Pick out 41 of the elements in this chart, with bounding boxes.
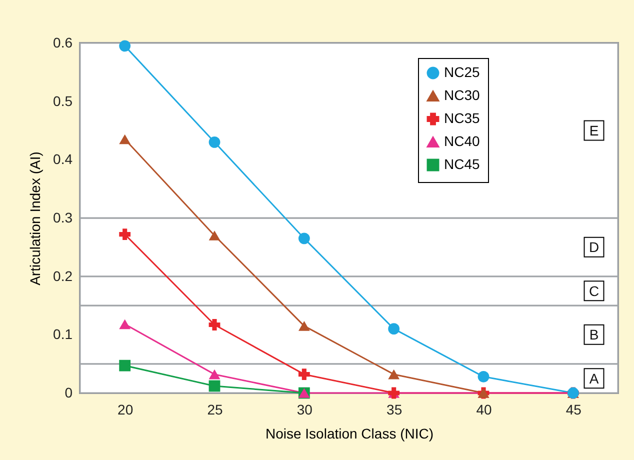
point — [119, 319, 131, 330]
point — [478, 370, 490, 382]
point — [208, 319, 220, 330]
x-tick-label: 40 — [476, 402, 492, 418]
legend-label: NC25 — [444, 64, 480, 80]
point — [119, 134, 131, 144]
point — [208, 380, 220, 392]
y-tick-label: 0.4 — [53, 151, 73, 168]
point — [388, 323, 400, 335]
band-label: C — [588, 282, 600, 299]
y-tick-label: 0.2 — [53, 268, 73, 284]
y-axis-title: Articulation Index (AI) — [27, 152, 44, 286]
point — [388, 369, 400, 380]
band-label: D — [588, 239, 600, 256]
y-tick-label: 0.3 — [53, 210, 73, 226]
x-tick-label: 25 — [207, 402, 223, 418]
legend-label: NC40 — [444, 133, 480, 149]
point — [298, 368, 310, 380]
point — [298, 320, 310, 331]
point — [208, 136, 220, 148]
point — [208, 230, 220, 240]
x-tick-label: 30 — [296, 402, 313, 418]
band-label: A — [589, 370, 600, 386]
point — [208, 369, 220, 380]
y-tick-label: 0 — [64, 384, 73, 400]
y-tick-label: 0.1 — [53, 326, 73, 342]
band-label: E — [589, 122, 599, 138]
legend-label: NC35 — [444, 110, 480, 126]
x-tick-label: 45 — [566, 402, 582, 418]
y-tick-label: 0.5 — [53, 92, 73, 109]
y-tick-label: 0.6 — [53, 34, 73, 50]
x-tick-label: 35 — [386, 402, 402, 418]
x-axis-title: Noise Isolation Class (NIC) — [265, 426, 434, 442]
legend-label: NC30 — [444, 87, 480, 103]
point — [119, 228, 131, 240]
point — [119, 40, 131, 52]
point — [119, 360, 131, 372]
band-label: B — [589, 326, 599, 343]
point — [298, 232, 310, 244]
x-tick-label: 20 — [118, 402, 134, 418]
legend-label: NC45 — [444, 156, 480, 172]
